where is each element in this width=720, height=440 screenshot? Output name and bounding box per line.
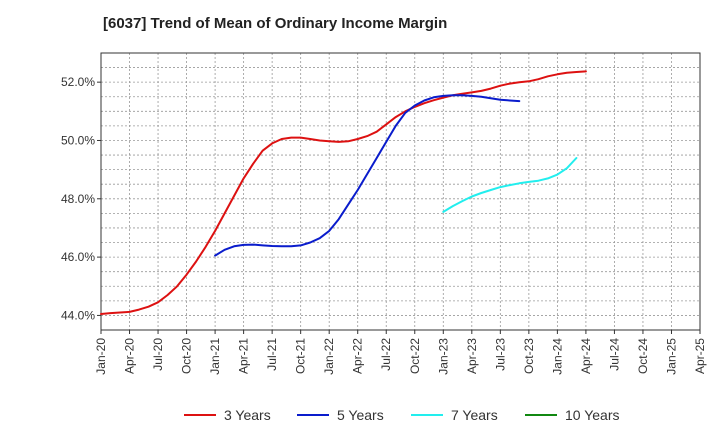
x-tick-label: Oct-24 xyxy=(636,338,650,374)
x-tick-label: Oct-20 xyxy=(180,338,194,374)
series-line-3-years xyxy=(100,70,587,315)
x-tick-label: Jul-20 xyxy=(151,338,165,371)
y-tick-label: 46.0% xyxy=(61,250,95,264)
legend-label: 5 Years xyxy=(337,407,384,423)
series-lines xyxy=(100,70,587,315)
x-tick-label: Jul-22 xyxy=(379,338,393,371)
series-line-5-years xyxy=(214,94,521,257)
legend-label: 10 Years xyxy=(565,407,620,423)
legend-label: 7 Years xyxy=(451,407,498,423)
x-axis: Jan-20 Apr-20 Jul-20 Oct-20 Jan-21 Apr-21 Jul-… xyxy=(94,330,707,375)
x-tick-label: Apr-22 xyxy=(351,338,365,374)
x-tick-label: Apr-20 xyxy=(123,338,137,374)
x-tick-label: Apr-24 xyxy=(579,338,593,374)
y-axis: 44.0% 46.0% 48.0% 50.0% 52.0% xyxy=(61,75,101,322)
x-tick-label: Oct-21 xyxy=(294,338,308,374)
x-tick-label: Jul-24 xyxy=(607,338,621,371)
y-tick-label: 44.0% xyxy=(61,308,95,322)
x-tick-label: Apr-25 xyxy=(693,338,707,374)
x-tick-label: Oct-23 xyxy=(522,338,536,374)
x-tick-label: Jan-25 xyxy=(664,338,678,375)
x-tick-label: Jan-23 xyxy=(436,338,450,375)
plot-area xyxy=(100,52,701,331)
legend-label: 3 Years xyxy=(224,407,271,423)
x-tick-label: Jul-21 xyxy=(265,338,279,371)
y-tick-label: 52.0% xyxy=(61,75,95,89)
grid-lines xyxy=(101,52,700,330)
y-tick-label: 48.0% xyxy=(61,192,95,206)
x-tick-label: Jul-23 xyxy=(493,338,507,371)
x-tick-label: Jan-21 xyxy=(208,338,222,375)
x-tick-label: Oct-22 xyxy=(408,338,422,374)
y-tick-label: 50.0% xyxy=(61,133,95,147)
x-tick-label: Jan-24 xyxy=(550,338,564,375)
chart-title: [6037] Trend of Mean of Ordinary Income … xyxy=(103,15,448,32)
series-line-7-years xyxy=(442,157,578,213)
x-tick-label: Jan-22 xyxy=(322,338,336,375)
legend: 3 Years 5 Years 7 Years 10 Years xyxy=(184,407,620,423)
x-tick-label: Jan-20 xyxy=(94,338,108,375)
x-tick-label: Apr-21 xyxy=(237,338,251,374)
x-tick-label: Apr-23 xyxy=(465,338,479,374)
